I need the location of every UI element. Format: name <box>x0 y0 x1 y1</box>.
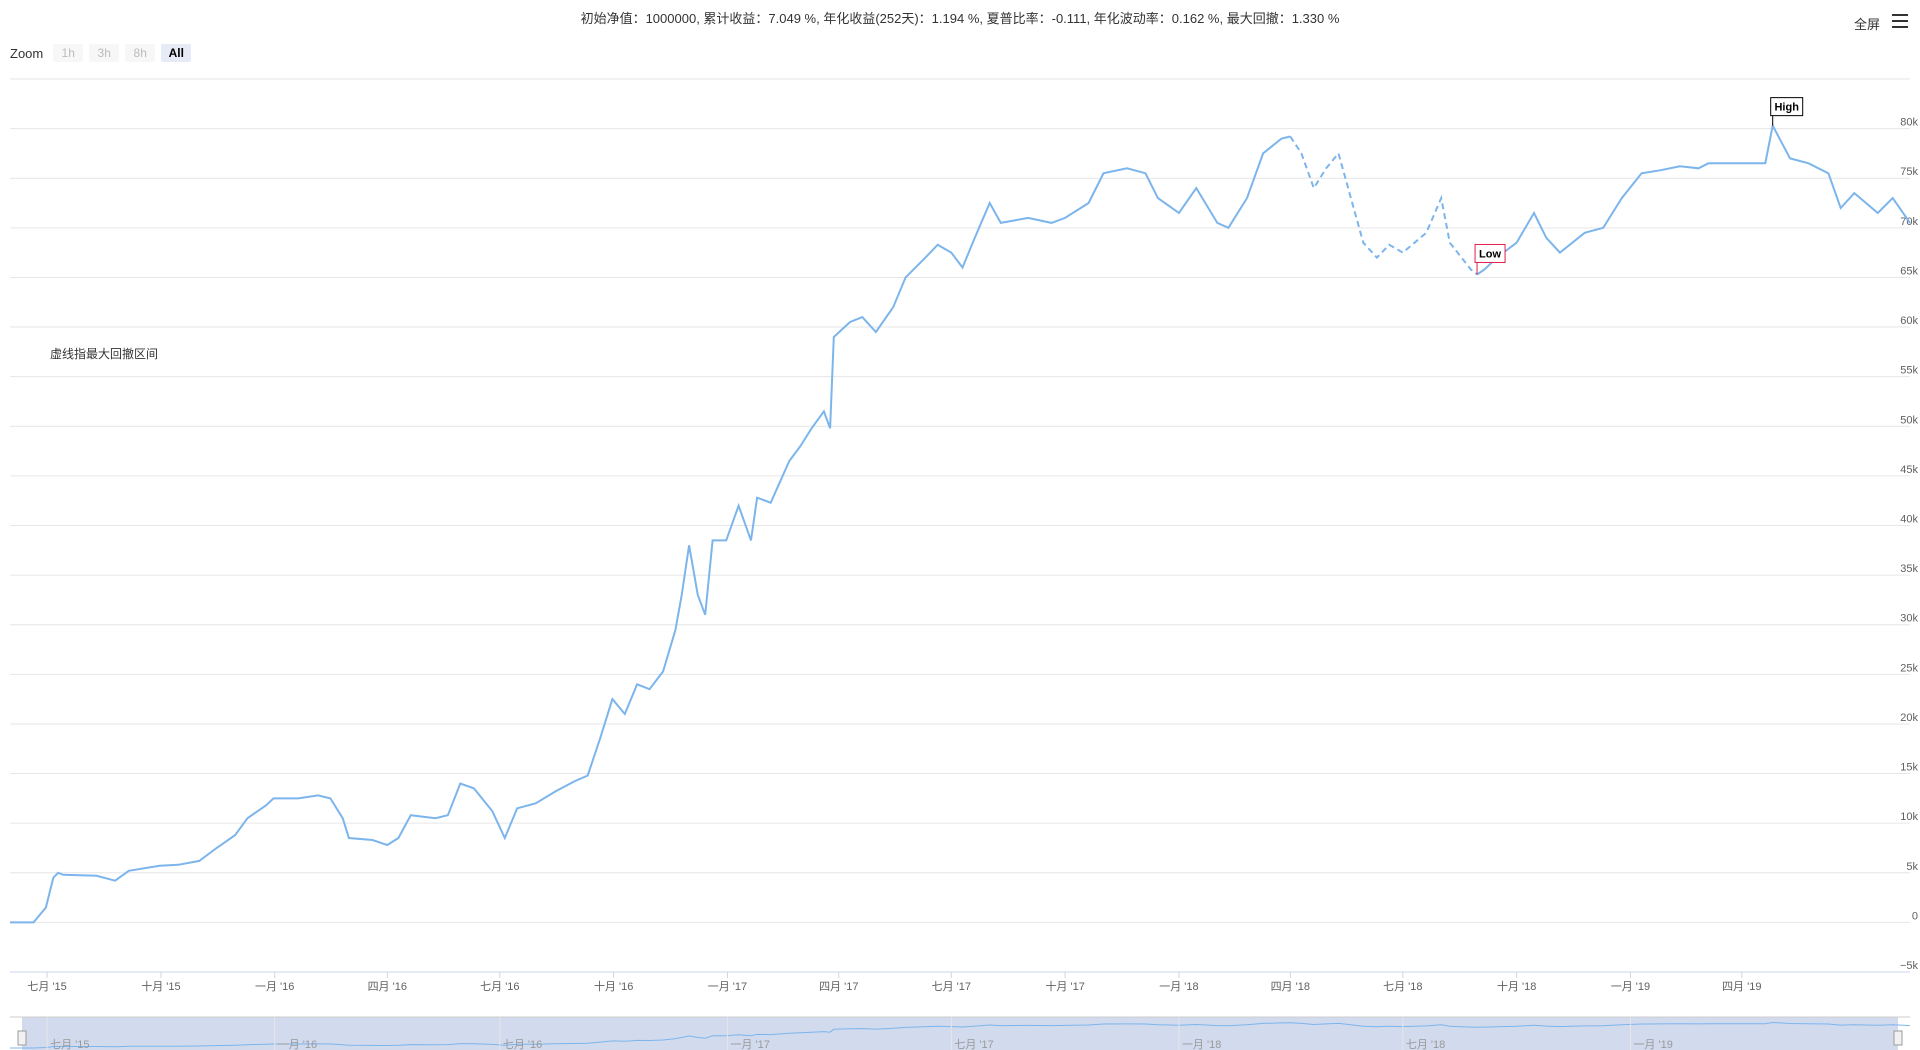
y-tick-label: 30k <box>1900 613 1918 625</box>
x-tick-label: 一月 '19 <box>1611 981 1650 993</box>
navigator-tick-label: 一月 '16 <box>278 1039 317 1050</box>
y-tick-label: 0 <box>1912 910 1918 922</box>
flags: High Low <box>1474 97 1804 275</box>
y-tick-label: 35k <box>1900 563 1918 575</box>
flag-label-low: Low <box>1479 248 1501 260</box>
x-tick-label: 一月 '18 <box>1159 981 1198 993</box>
navigator-tick-label: 一月 '17 <box>730 1039 769 1050</box>
navigator: 七月 '15 一月 '16 七月 '16 一月 '17 七月 '17 一月 '18 七月 '… <box>10 1016 1911 1050</box>
y-tick-label: 80k <box>1900 117 1918 129</box>
y-tick-label: 55k <box>1900 365 1918 377</box>
zoom-all-button[interactable]: All <box>161 44 192 62</box>
y-tick-label: 65k <box>1900 265 1918 277</box>
y-tick-label: 20k <box>1900 712 1918 724</box>
flag-box <box>1770 97 1804 117</box>
y-tick-label: 25k <box>1900 662 1918 674</box>
y-tick-label: 50k <box>1900 414 1918 426</box>
x-tick-label: 十月 '17 <box>1045 979 1084 993</box>
y-tick-label: 5k <box>1906 861 1918 873</box>
x-tick-label: 十月 '15 <box>141 979 180 993</box>
y-tick-label: 15k <box>1900 762 1918 774</box>
navigator-handle-left[interactable] <box>17 1030 27 1046</box>
x-tick-label: 十月 '16 <box>594 979 633 993</box>
x-tick-label: 一月 '17 <box>708 981 747 993</box>
navigator-tick-label: 七月 '17 <box>954 1038 993 1050</box>
navigator-handle-right[interactable] <box>1893 1030 1903 1046</box>
plot-area <box>10 122 1911 924</box>
equity-line-drawdown <box>1289 135 1478 276</box>
zoom-3h-button[interactable]: 3h <box>89 44 120 62</box>
zoom-selector: Zoom 1h 3h 8h All <box>10 44 192 62</box>
y-tick-label: 60k <box>1900 315 1918 327</box>
equity-line-post <box>1476 122 1911 276</box>
navigator-tick-label: 一月 '18 <box>1182 1039 1221 1050</box>
x-axis: 七月 '15 十月 '15 一月 '16 四月 '16 七月 '16 十月 '16 一月 '… <box>10 971 1910 993</box>
y-tick-label: −5k <box>1900 960 1919 972</box>
fullscreen-button[interactable]: 全屏 <box>1853 17 1880 32</box>
y-tick-label: 10k <box>1900 811 1918 823</box>
y-tick-label: 45k <box>1900 464 1918 476</box>
x-tick-label: 四月 '19 <box>1722 981 1761 993</box>
hamburger-menu-icon[interactable] <box>1892 14 1908 28</box>
navigator-tick-label: 七月 '15 <box>50 1038 89 1050</box>
x-tick-label: 七月 '18 <box>1383 980 1422 993</box>
flag-box <box>1474 243 1506 263</box>
x-tick-label: 一月 '16 <box>255 981 294 993</box>
grid-lines <box>10 78 1910 973</box>
zoom-label: Zoom <box>10 45 44 61</box>
y-tick-label: 40k <box>1900 514 1918 526</box>
stats-summary: 初始净值：1000000, 累计收益：7.049 %, 年化收益(252天)：1… <box>580 11 1340 26</box>
zoom-8h-button[interactable]: 8h <box>125 44 156 62</box>
drawdown-annotation: 虚线指最大回撤区间 <box>50 347 159 361</box>
x-tick-label: 十月 '18 <box>1497 979 1536 993</box>
navigator-tick-label: 七月 '18 <box>1406 1038 1445 1050</box>
navigator-series <box>10 1021 1911 1049</box>
x-tick-label: 四月 '16 <box>368 981 407 993</box>
zoom-1h-button[interactable]: 1h <box>53 44 84 62</box>
x-tick-label: 七月 '16 <box>480 980 519 993</box>
navigator-tick-label: 一月 '19 <box>1633 1039 1672 1050</box>
flag-label-high: High <box>1774 102 1799 114</box>
x-tick-label: 四月 '18 <box>1271 981 1310 993</box>
x-tick-label: 四月 '17 <box>819 981 858 993</box>
navigator-tick-label: 七月 '16 <box>503 1038 542 1050</box>
y-tick-label: 75k <box>1900 166 1918 178</box>
equity-line-pre <box>10 135 1291 924</box>
y-axis: −5k 0 5k 10k 15k 20k 25k 30k 35k 40k 45k 50k 55k 60k 6… <box>1900 117 1919 972</box>
x-tick-label: 七月 '17 <box>932 980 971 993</box>
x-tick-label: 七月 '15 <box>27 980 66 993</box>
